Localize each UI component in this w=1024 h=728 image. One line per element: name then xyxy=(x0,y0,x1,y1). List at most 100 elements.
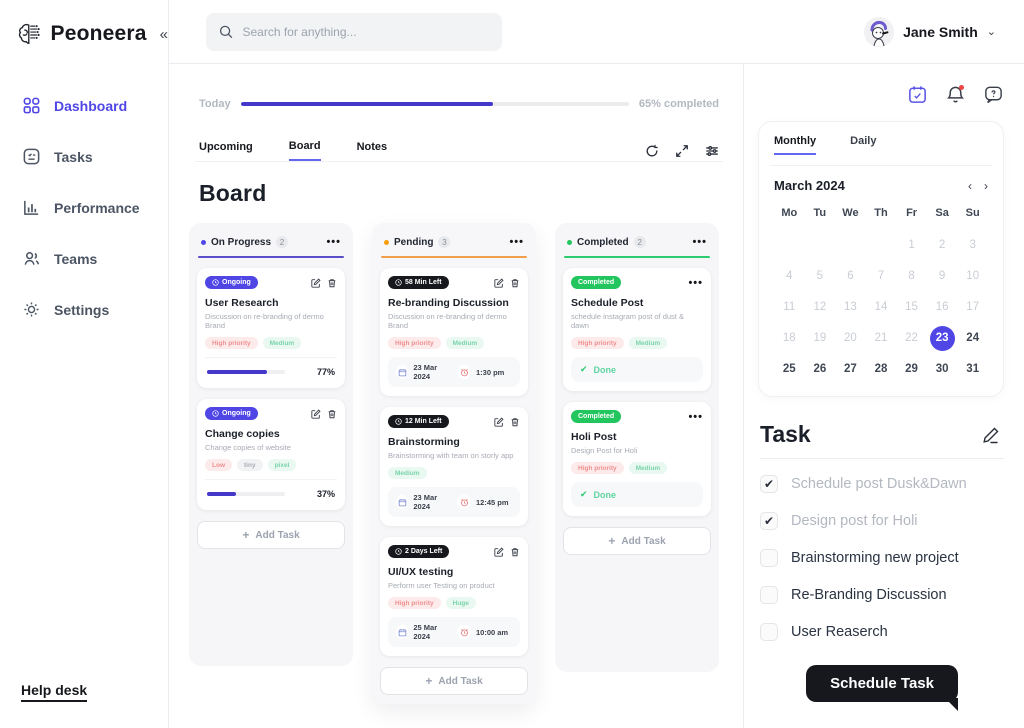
edit-icon[interactable] xyxy=(494,277,504,288)
calendar-empty-cell xyxy=(866,232,897,258)
calendar-day[interactable]: 31 xyxy=(966,363,980,375)
calendar-day[interactable]: 14 xyxy=(874,301,888,313)
sidebar-item-teams[interactable]: Teams xyxy=(22,249,168,268)
calendar-day[interactable]: 21 xyxy=(874,332,888,344)
task-card[interactable]: Ongoing Change copies Change copies of w… xyxy=(197,399,345,510)
tab-board[interactable]: Board xyxy=(288,140,321,161)
notifications-bell-icon[interactable] xyxy=(945,84,966,105)
task-card[interactable]: Completed ••• Holi Post Design Post for … xyxy=(563,402,711,516)
filter-sliders-icon[interactable] xyxy=(705,144,719,158)
search-input[interactable] xyxy=(242,24,490,39)
calendar-day[interactable]: 8 xyxy=(908,270,915,282)
checkbox-checked[interactable]: ✔ xyxy=(760,475,778,493)
tab-notes[interactable]: Notes xyxy=(356,141,388,153)
edit-pencil-icon[interactable] xyxy=(982,426,1000,444)
search-box[interactable] xyxy=(206,12,502,51)
trash-icon[interactable] xyxy=(510,547,520,557)
calendar-day[interactable]: 2 xyxy=(938,239,946,251)
calendar-day[interactable]: 13 xyxy=(844,301,857,313)
trash-icon[interactable] xyxy=(510,417,520,427)
calendar-day[interactable]: 30 xyxy=(935,363,949,375)
calendar-day-selected[interactable]: 23 xyxy=(927,325,958,351)
edit-icon[interactable] xyxy=(311,277,321,288)
checklist-item[interactable]: ✔ Design post for Holi xyxy=(760,512,1004,530)
calendar-day[interactable]: 18 xyxy=(782,332,796,344)
task-card[interactable]: 2 Days Left UI/UX testing Perform user T… xyxy=(380,537,528,656)
card-description: Discussion on re-branding of dermo Brand xyxy=(205,312,324,330)
tab-daily[interactable]: Daily xyxy=(850,135,877,147)
sidebar-item-dashboard[interactable]: Dashboard xyxy=(22,96,168,115)
tab-monthly[interactable]: Monthly xyxy=(774,135,817,155)
chevron-down-icon[interactable]: ⌄ xyxy=(986,26,996,38)
task-card[interactable]: Ongoing User Research Discussion on re-b… xyxy=(197,268,345,388)
calendar-prev-icon[interactable]: ‹ xyxy=(968,178,972,193)
add-task-button[interactable]: + Add Task xyxy=(563,527,711,555)
calendar-day[interactable]: 6 xyxy=(847,270,854,282)
checklist-item[interactable]: User Reaserch xyxy=(760,623,1004,641)
card-description: schedule instagram post of dust & dawn xyxy=(571,312,684,330)
checkbox-unchecked[interactable] xyxy=(760,549,778,567)
edit-icon[interactable] xyxy=(311,408,321,419)
checkbox-unchecked[interactable] xyxy=(760,586,778,604)
calendar-day[interactable]: 24 xyxy=(966,332,980,344)
grid-icon xyxy=(23,97,40,114)
sidebar-collapse-icon[interactable]: « xyxy=(159,25,168,43)
task-card[interactable]: Completed ••• Schedule Post schedule ins… xyxy=(563,268,711,391)
help-bubble-icon[interactable] xyxy=(983,84,1004,105)
trash-icon[interactable] xyxy=(327,278,337,288)
calendar-day[interactable]: 5 xyxy=(816,270,824,282)
add-task-button[interactable]: + Add Task xyxy=(380,667,528,695)
calendar-day[interactable]: 19 xyxy=(813,332,827,344)
card-menu-icon[interactable]: ••• xyxy=(688,410,703,423)
alarm-icon xyxy=(460,498,468,506)
calendar-day[interactable]: 3 xyxy=(969,239,976,251)
calendar-day[interactable]: 16 xyxy=(935,301,949,313)
column-menu-icon[interactable]: ••• xyxy=(509,236,524,248)
calendar-day[interactable]: 22 xyxy=(905,332,918,344)
checklist-item[interactable]: Brainstorming new project xyxy=(760,549,1004,567)
help-desk-link[interactable]: Help desk xyxy=(21,682,88,702)
calendar-day[interactable]: 17 xyxy=(966,301,980,313)
calendar-day[interactable]: 1 xyxy=(908,239,915,251)
calendar-day[interactable]: 7 xyxy=(877,270,885,282)
checkbox-checked[interactable]: ✔ xyxy=(760,512,778,530)
calendar-day[interactable]: 28 xyxy=(874,363,888,375)
calendar-icon[interactable] xyxy=(907,84,928,105)
calendar-day[interactable]: 27 xyxy=(844,363,857,375)
calendar-day[interactable]: 15 xyxy=(905,301,918,313)
sidebar-item-tasks[interactable]: Tasks xyxy=(22,147,168,166)
trash-icon[interactable] xyxy=(510,278,520,288)
trash-icon[interactable] xyxy=(327,409,337,419)
calendar-day[interactable]: 26 xyxy=(813,363,827,375)
clock-icon xyxy=(395,279,402,286)
calendar-day[interactable]: 29 xyxy=(905,363,918,375)
history-icon[interactable] xyxy=(645,144,659,158)
task-card[interactable]: 12 Min Left Brainstorming Brainstorming … xyxy=(380,407,528,526)
column-menu-icon[interactable]: ••• xyxy=(326,236,341,248)
sidebar-item-settings[interactable]: Settings xyxy=(22,300,168,319)
expand-icon[interactable] xyxy=(675,144,689,158)
divider xyxy=(770,165,992,166)
calendar-day[interactable]: 10 xyxy=(966,270,980,282)
schedule-task-button[interactable]: Schedule Task xyxy=(806,665,958,711)
edit-icon[interactable] xyxy=(494,546,504,557)
calendar-next-icon[interactable]: › xyxy=(984,178,988,193)
tab-upcoming[interactable]: Upcoming xyxy=(199,141,253,153)
edit-icon[interactable] xyxy=(494,416,504,427)
calendar-day[interactable]: 20 xyxy=(844,332,857,344)
calendar-day[interactable]: 4 xyxy=(786,270,793,282)
calendar-day[interactable]: 11 xyxy=(783,301,796,313)
checklist-item[interactable]: Re-Branding Discussion xyxy=(760,586,1004,604)
sidebar-item-performance[interactable]: Performance xyxy=(22,198,168,217)
task-card[interactable]: 58 Min Left Re-branding Discussion Discu… xyxy=(380,268,528,396)
calendar-day[interactable]: 25 xyxy=(782,363,796,375)
task-checklist: ✔ Schedule post Dusk&Dawn ✔ Design post … xyxy=(758,475,1004,641)
calendar-day[interactable]: 12 xyxy=(813,301,827,313)
card-menu-icon[interactable]: ••• xyxy=(688,276,703,289)
add-task-button[interactable]: + Add Task xyxy=(197,521,345,549)
calendar-day[interactable]: 9 xyxy=(938,270,946,282)
checklist-item[interactable]: ✔ Schedule post Dusk&Dawn xyxy=(760,475,1004,493)
checkbox-unchecked[interactable] xyxy=(760,623,778,641)
column-menu-icon[interactable]: ••• xyxy=(692,236,707,248)
user-menu[interactable]: Jane Smith ⌄ xyxy=(864,16,996,47)
